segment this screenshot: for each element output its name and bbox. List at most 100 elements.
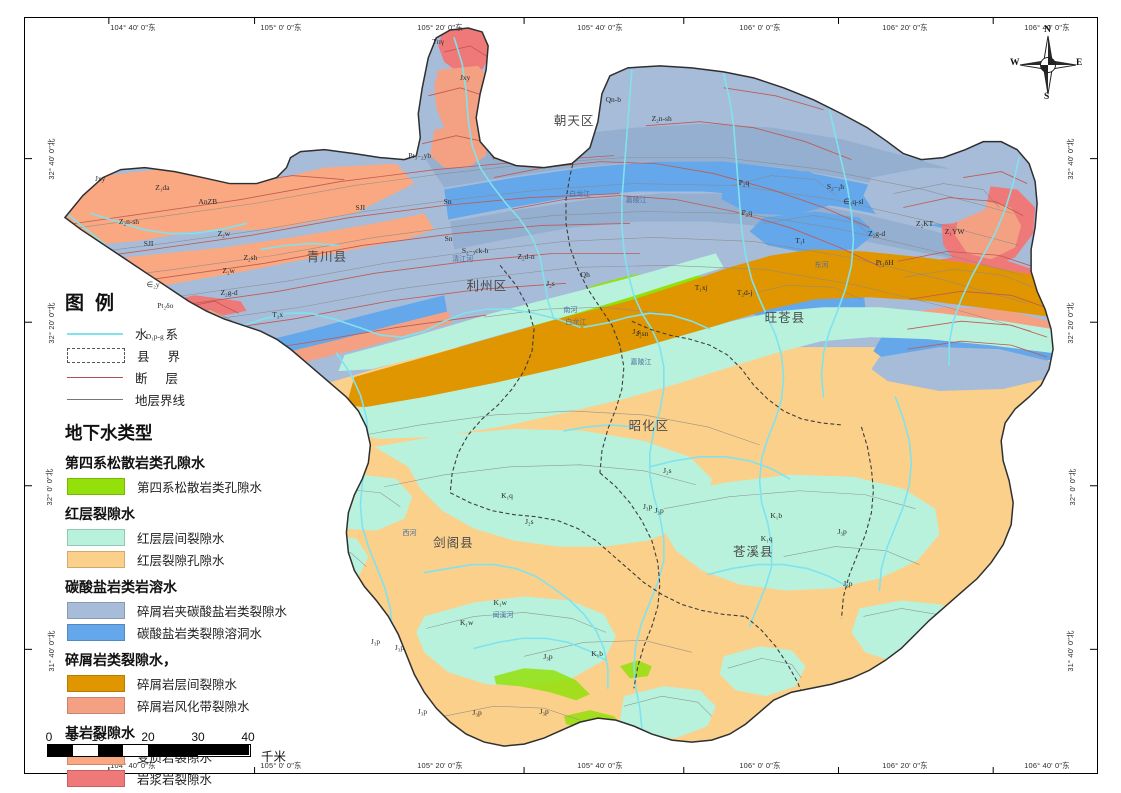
lon-label-bottom-4: 106° 0' 0"东 — [739, 761, 781, 770]
lon-label-top-3: 105° 40' 0"东 — [577, 23, 623, 32]
swatch-magmatic — [67, 770, 125, 787]
legend-label-clastic-interlayer: 碎屑岩层间裂隙水 — [137, 677, 238, 692]
map-canvas[interactable] — [25, 18, 1097, 773]
geologic-unit-label-24: J₂sn — [636, 329, 649, 339]
geologic-unit-label-13: ∈₂y — [146, 279, 160, 289]
legend-item-quaternary-pore[interactable]: 第四系松散岩类孔隙水 — [67, 477, 295, 496]
swatch-carbonate-karst — [67, 624, 125, 641]
scale-tick-3: 20 — [141, 730, 155, 744]
river-label-2: 清江河 — [452, 254, 474, 263]
legend-item-water-system[interactable]: 水 系 — [67, 324, 295, 343]
geologic-unit-label-37: Pt₂δH — [875, 257, 894, 267]
scale-tick-0: 0 — [45, 730, 53, 744]
legend-item-carbonate-karst[interactable]: 碳酸盐岩类裂隙溶洞水 — [67, 623, 295, 642]
geologic-unit-label-34: Z₂g-d — [868, 228, 886, 238]
geologic-unit-label-38: J₂s — [663, 465, 672, 475]
geologic-unit-label-50: J₃p — [472, 708, 482, 718]
legend-label-water-system: 水 系 — [135, 327, 185, 342]
legend-group-heading-4: 基岩裂隙水 — [65, 726, 135, 742]
geologic-unit-label-52: J₃p — [543, 651, 553, 661]
geologic-unit-label-41: K₁q — [760, 534, 773, 544]
lon-label-top-6: 106° 40' 0"东 — [1024, 23, 1070, 32]
geologic-unit-label-21: J₂s — [546, 278, 555, 288]
swatch-quaternary-pore — [67, 478, 125, 495]
lon-label-top-0: 104° 40' 0"东 — [110, 23, 156, 32]
geologic-unit-label-54: K₁b — [591, 648, 603, 658]
geologic-unit-label-51: J₃p — [539, 707, 549, 717]
geologic-unit-label-39: K₁q — [501, 490, 513, 500]
geologic-unit-label-45: J₂s — [525, 517, 534, 527]
geologic-unit-label-14: D₁p-g — [145, 332, 164, 342]
legend-item-redbed-interlayer[interactable]: 红层层间裂隙水 — [67, 528, 295, 547]
swatch-redbed-fissure-pore — [67, 551, 125, 568]
geologic-unit-label-25: T₁xj — [694, 283, 708, 293]
lat-label-right-0: 32° 40' 0"北 — [1065, 138, 1075, 180]
geologic-unit-label-20: Qh — [580, 270, 590, 279]
legend-label-redbed-interlayer: 红层层间裂隙水 — [137, 531, 225, 546]
compass-west-label: W — [1010, 58, 1020, 68]
lon-label-bottom-2: 105° 20' 0"东 — [417, 761, 463, 770]
geologic-unit-label-40: K₁b — [770, 510, 783, 520]
legend-label-fault: 断 层 — [135, 371, 185, 386]
legend-item-clastic-interlayer[interactable]: 碎屑岩层间裂隙水 — [67, 674, 295, 693]
legend-label-county-boundary: 县 界 — [137, 349, 187, 364]
legend-item-magmatic[interactable]: 岩浆岩裂隙水 — [67, 769, 295, 788]
geologic-unit-label-35: Z₂KT — [916, 219, 934, 229]
geologic-unit-label-22: T₃x — [272, 310, 284, 320]
map-frame: 104° 40' 0"东 105° 0' 0"东 105° 20' 0"东 10… — [24, 17, 1098, 787]
compass-east-label: E — [1076, 58, 1083, 68]
compass-rose: N S E W — [1010, 25, 1085, 104]
lon-label-top-2: 105° 20' 0"东 — [417, 23, 463, 32]
geologic-unit-label-49: J₃p — [417, 707, 428, 717]
water-system-icon — [67, 332, 123, 335]
geologic-unit-label-3: Jxy — [94, 173, 106, 183]
legend-label-clastic-carbonate: 碎屑岩夹碳酸盐岩类裂隙水 — [137, 604, 288, 619]
lon-label-bottom-6: 106° 40' 0"东 — [1024, 761, 1070, 770]
geologic-unit-label-55: J₃p — [370, 636, 381, 646]
scale-tick-2: 10 — [91, 730, 105, 744]
lon-label-bottom-1: 105° 0' 0"东 — [260, 761, 302, 770]
geologic-unit-label-19: Z₂d-n — [517, 251, 535, 261]
geologic-unit-label-31: Qn-b — [605, 95, 621, 105]
legend-item-fault[interactable]: 断 层 — [67, 368, 295, 387]
geologic-unit-label-18: S₂₋₃ck-h — [461, 246, 489, 256]
legend-panel: 图例 水 系 县 界 断 层 地层界线 地下水类型 第四系松散岩类孔隙水 第四系… — [45, 288, 295, 791]
geologic-unit-label-0: Tпγ — [432, 37, 445, 47]
geologic-unit-label-32: Z₂n-sh — [651, 114, 672, 124]
fault-icon — [67, 377, 123, 378]
legend-groundwater-heading: 地下水类型 — [65, 424, 153, 444]
swatch-clastic-carbonate — [67, 602, 125, 619]
river-label-7: 闻溪河 — [492, 610, 514, 619]
legend-group-heading-0: 第四系松散岩类孔隙水 — [65, 456, 205, 472]
legend-item-redbed-fissure-pore[interactable]: 红层裂隙孔隙水 — [67, 550, 295, 569]
geologic-unit-label-48: J₃p — [394, 643, 405, 653]
lon-label-bottom-3: 105° 40' 0"东 — [577, 761, 623, 770]
scale-bar-ticks: 0 5 10 20 30 40 — [45, 730, 297, 744]
geologic-unit-label-28: P₂q — [738, 178, 750, 188]
legend-item-county-boundary[interactable]: 县 界 — [67, 346, 295, 365]
legend-item-strat-boundary[interactable]: 地层界线 — [67, 390, 295, 409]
swatch-clastic-weathered — [67, 697, 125, 714]
geologic-unit-label-10: Z₂sh — [243, 252, 258, 262]
swatch-clastic-interlayer — [67, 675, 125, 692]
legend-label-carbonate-karst: 碳酸盐岩类裂隙溶洞水 — [137, 626, 263, 641]
stratigraphic-boundary-lines — [64, 157, 1034, 721]
compass-south-label: S — [1044, 92, 1050, 102]
city-boundary — [63, 27, 1054, 747]
geologic-unit-label-15: SJI — [355, 203, 366, 213]
legend-item-clastic-carbonate[interactable]: 碎屑岩夹碳酸盐岩类裂隙水 — [67, 601, 295, 620]
legend-item-clastic-weathered[interactable]: 碎屑岩风化带裂隙水 — [67, 696, 295, 715]
scale-tick-4: 30 — [191, 730, 205, 744]
geologic-unit-label-23: J₂s — [632, 327, 641, 337]
geologic-unit-label-2: Pt₃₋₂yb — [408, 150, 432, 160]
scale-bar: 0 5 10 20 30 40 千米 — [45, 730, 297, 764]
river-label-1: 嘉陵江 — [625, 195, 647, 204]
lon-label-bottom-5: 106° 20' 0"东 — [882, 761, 928, 770]
legend-label-magmatic: 岩浆岩裂隙水 — [137, 772, 213, 787]
lat-label-right-1: 32° 20' 0"北 — [1065, 302, 1075, 344]
geologic-unit-label-12: Z₂g-d — [220, 288, 238, 298]
stratigraphic-boundary-icon — [67, 399, 123, 400]
compass-rose-icon — [1019, 35, 1077, 95]
geologic-unit-label-36: Z₁YW — [944, 227, 965, 237]
scale-bar-last-block — [198, 744, 249, 755]
